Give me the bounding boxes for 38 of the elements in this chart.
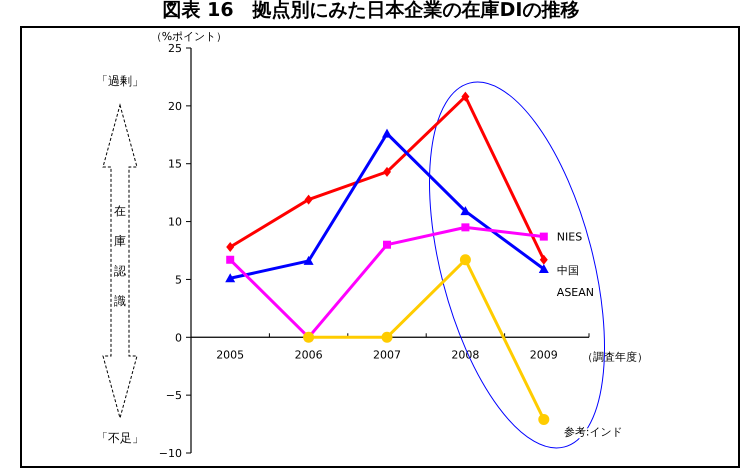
point xyxy=(225,273,236,282)
text: 在庫認識 xyxy=(114,204,126,308)
point xyxy=(460,206,470,216)
point xyxy=(383,240,391,249)
y-tick-label: 15 xyxy=(168,158,182,171)
point xyxy=(382,128,392,138)
y-tick-label: 25 xyxy=(168,42,182,55)
x-tick-label: 2006 xyxy=(294,348,323,362)
point xyxy=(383,166,391,177)
point xyxy=(540,232,548,241)
text: 「過剰」 xyxy=(96,74,144,88)
x-tick-label: 2005 xyxy=(216,348,244,362)
y-tick-label: 0 xyxy=(175,331,182,344)
x-axis-title: （調査年度） xyxy=(582,350,648,364)
text: 「不足」 xyxy=(96,431,144,445)
series-label: NIES xyxy=(556,230,582,244)
series-label: 中国 xyxy=(556,264,579,277)
point xyxy=(538,414,550,425)
x-tick-label: 2009 xyxy=(530,348,558,362)
point xyxy=(226,242,234,252)
point xyxy=(304,194,313,205)
y-tick-label: 20 xyxy=(168,100,182,113)
point xyxy=(304,256,314,265)
point xyxy=(461,92,470,102)
y-axis-title: （%ポイント） xyxy=(150,30,228,43)
point xyxy=(540,254,548,265)
y-tick-label: −10 xyxy=(158,447,182,460)
y-tick-label: −5 xyxy=(166,389,182,402)
x-tick-label: 2007 xyxy=(373,348,401,362)
y-tick-label: 5 xyxy=(175,273,182,286)
series-label: ASEAN xyxy=(556,286,594,300)
point xyxy=(461,223,470,232)
series-label: 参考:インド xyxy=(564,425,623,438)
point xyxy=(538,264,549,274)
y-tick-label: 10 xyxy=(168,216,182,229)
point xyxy=(226,256,234,264)
point xyxy=(382,332,392,343)
point xyxy=(460,254,471,266)
